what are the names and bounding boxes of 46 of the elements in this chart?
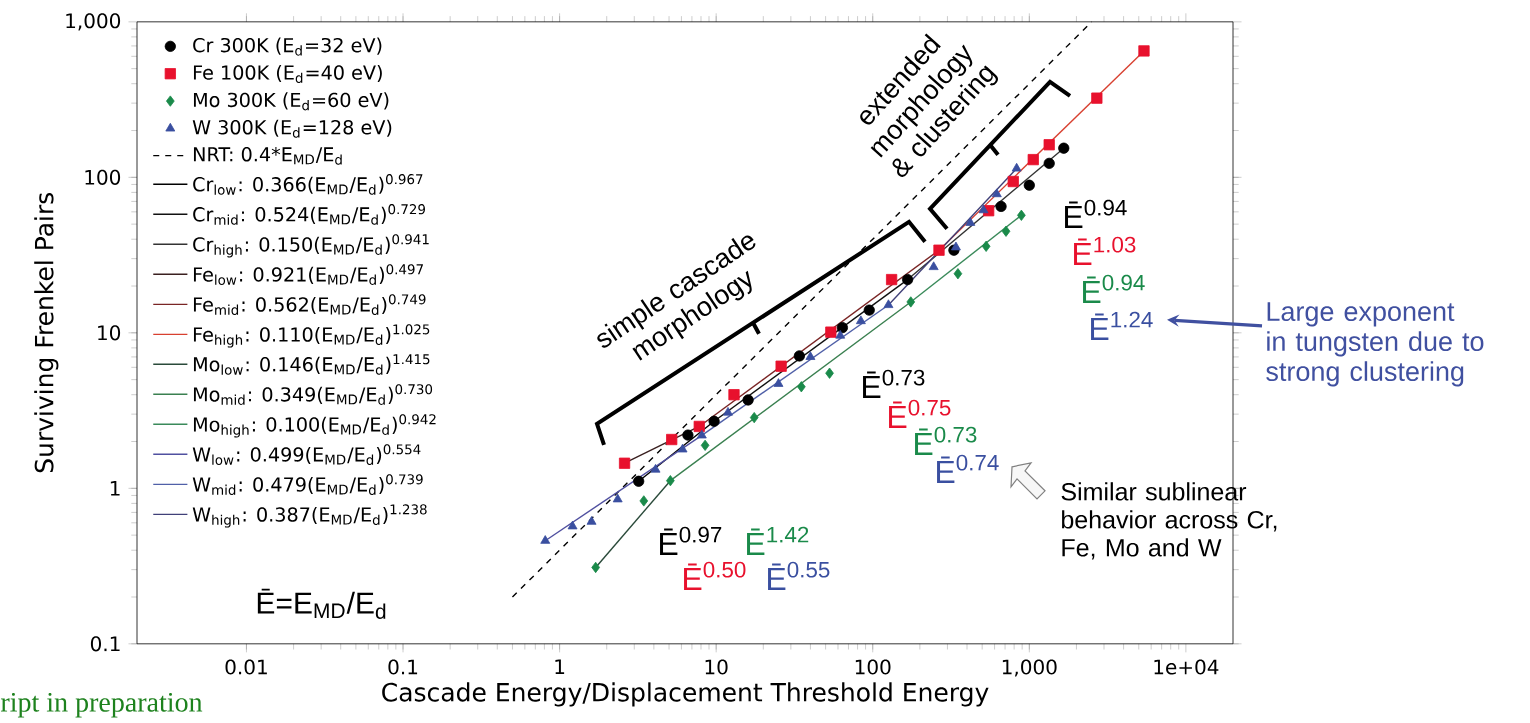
x-tick-label: 1 xyxy=(555,659,565,675)
y-tick-label: 0.1 xyxy=(90,636,120,652)
legend-label: Mo$_{low}$: 0.146(E$_{MD}$/E$_{d}$)$^{1.415}$ xyxy=(193,354,430,375)
legend-label: W$_{high}$: 0.387(E$_{MD}$/E$_{d}$)$^{1.238}$ xyxy=(192,504,427,528)
annotation: Ē$^{0.97}$ xyxy=(660,526,722,556)
annotation: Ē$^{0.74}$ xyxy=(937,454,999,484)
text: ript in preparation xyxy=(0,693,203,718)
annotation: Ē$^{0.73}$ xyxy=(863,369,925,399)
legend-label: Cr$_{high}$: 0.150(E$_{MD}$/E$_{d}$)$^{0.941}$ xyxy=(193,234,429,258)
legend-label: Mo 300K (E$_{d}$=60 eV) xyxy=(193,92,389,111)
y-tick-label: 10 xyxy=(98,325,121,341)
legend-label: Fe$_{mid}$: 0.562(E$_{MD}$/E$_{d}$)$^{0.749}$ xyxy=(193,294,426,316)
text: Large exponent in tungsten due to strong clustering xyxy=(1266,302,1484,387)
legend-label: Mo$_{mid}$: 0.349(E$_{MD}$/E$_{d}$)$^{0.730}$ xyxy=(193,384,433,405)
annotation: Ē$^{0.94}$ xyxy=(1065,199,1127,228)
y-axis-title: Surviving Frenkel Pairs xyxy=(34,193,59,473)
legend-label: W$_{mid}$: 0.479(E$_{MD}$/E$_{d}$)$^{0.739}$ xyxy=(192,474,423,496)
y-tick-label: 1 xyxy=(110,481,120,496)
annotation: Ē$^{1.24}$ xyxy=(1091,311,1153,341)
annotation: Ē$^{0.94}$ xyxy=(1083,274,1145,304)
legend-label: W$_{low}$: 0.499(E$_{MD}$/E$_{d}$)$^{0.554}$ xyxy=(192,444,421,466)
annotation: Ē$^{0.73}$ xyxy=(915,426,977,456)
x-tick-label: 10 xyxy=(705,659,728,675)
x-axis-title: Cascade Energy/Displacement Threshold Energy xyxy=(382,682,989,707)
legend-label: Cr$_{low}$: 0.366(E$_{MD}$/E$_{d}$)$^{0.967}$ xyxy=(193,174,423,195)
annotation: Ē=E$_{MD}$/E$_{d}$ xyxy=(257,588,386,620)
annotation: Ē$^{0.55}$ xyxy=(768,561,830,591)
annotation: Similar sublinear behavior across Cr, Fe, Mo and W xyxy=(1061,482,1277,560)
x-tick-label: 0.01 xyxy=(225,659,267,675)
x-tick-label: 1e+04 xyxy=(1154,659,1219,675)
annotation: Ē$^{0.50}$ xyxy=(684,561,746,591)
annotation: Ē$^{1.03}$ xyxy=(1074,236,1136,265)
legend-label: Cr 300K (E$_{d}$=32 eV) xyxy=(193,37,382,56)
legend-label: W 300K (E$_{d}$=128 eV) xyxy=(192,119,392,138)
annotation: Ē$^{1.42}$ xyxy=(747,526,809,556)
y-tick-label: 100 xyxy=(85,169,121,185)
legend-label: NRT: 0.4*E$_{MD}$/E$_{d}$ xyxy=(193,147,342,165)
legend-label: Mo$_{high}$: 0.100(E$_{MD}$/E$_{d}$)$^{0.942}$ xyxy=(193,414,436,438)
x-tick-label: 1,000 xyxy=(1002,659,1057,677)
legend-label: Cr$_{mid}$: 0.524(E$_{MD}$/E$_{d}$)$^{0.729}$ xyxy=(193,204,426,225)
legend-label: Fe 100K (E$_{d}$=40 eV) xyxy=(193,65,382,84)
x-tick-label: 100 xyxy=(855,659,891,675)
legend-label: Fe$_{high}$: 0.110(E$_{MD}$/E$_{d}$)$^{1.025}$ xyxy=(193,324,430,348)
legend-label: Fe$_{low}$: 0.921(E$_{MD}$/E$_{d}$)$^{0.497}$ xyxy=(193,264,423,286)
y-tick-label: 1,000 xyxy=(66,13,121,31)
x-tick-label: 0.1 xyxy=(388,659,418,675)
